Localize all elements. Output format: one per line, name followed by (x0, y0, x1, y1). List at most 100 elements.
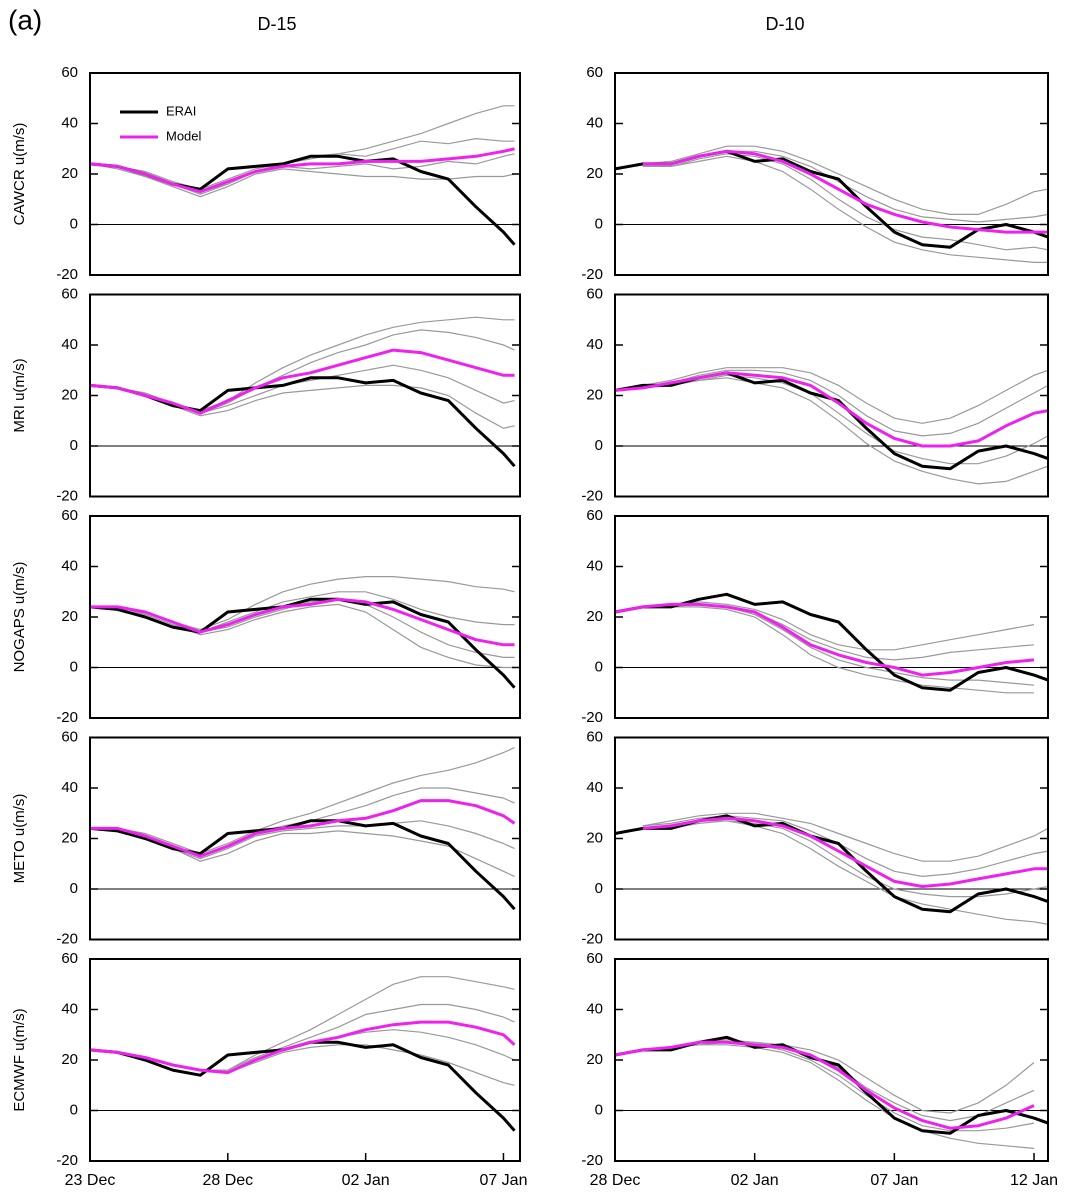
y-tick-label: 40 (586, 114, 603, 131)
ensemble-line (614, 369, 1049, 437)
y-tick-label: 20 (586, 829, 603, 846)
panel: -20 0 20 40 60 (581, 728, 1049, 947)
ensemble-line (89, 329, 515, 414)
panel: -20 0 20 40 60 28 Dec 02 Jan 07 Jan 12 Jan (581, 950, 1058, 1189)
series-line (89, 597, 516, 689)
y-tick-label: 20 (61, 829, 78, 846)
ensemble-line (89, 163, 515, 198)
x-tick-label: 02 Jan (342, 1172, 390, 1189)
plot-frame (614, 736, 1049, 941)
series-line (89, 376, 516, 468)
y-tick-label: 40 (61, 336, 78, 353)
panel: -20 0 20 40 60 MRI u(m/s) (11, 285, 521, 504)
ensemble-line (642, 812, 1049, 862)
panel: -20 0 20 40 60 23 Dec 28 Dec 02 Jan 07 Jan ECMWF … (11, 950, 528, 1189)
y-tick-label: 60 (61, 285, 78, 302)
series-line (89, 154, 516, 246)
plot-frame (614, 72, 1049, 276)
y-tick-label: 20 (61, 1051, 78, 1068)
ensemble-line (614, 606, 1034, 694)
ensemble-line (614, 1039, 1035, 1114)
y-tick-label: -20 (56, 930, 78, 947)
y-tick-label: -20 (581, 930, 603, 947)
y-axis-label: ECMWF u(m/s) (11, 1008, 28, 1111)
series-line (614, 371, 1049, 448)
series-line (614, 1035, 1049, 1135)
y-tick-label: 60 (61, 64, 78, 81)
series-line (89, 1020, 516, 1075)
plot-frame (89, 293, 521, 498)
y-tick-label: -20 (581, 266, 603, 283)
series-line (614, 1040, 1035, 1130)
y-tick-label: 60 (586, 64, 603, 81)
y-axis-label: MRI u(m/s) (11, 358, 28, 432)
column-title: D-10 (765, 14, 804, 34)
series-line (89, 1040, 516, 1132)
y-tick-label: 60 (586, 507, 603, 524)
ensemble-line (642, 820, 1049, 898)
x-tick-label: 23 Dec (65, 1172, 116, 1189)
panel-label: (a) (8, 4, 42, 35)
y-tick-label: 0 (595, 437, 603, 454)
ensemble-line (90, 598, 515, 658)
x-tick-label: 02 Jan (731, 1172, 779, 1189)
x-tick-label: 07 Jan (479, 1172, 527, 1189)
panel: -20 0 20 40 60 NOGAPS u(m/s) (11, 507, 521, 726)
y-axis-label: NOGAPS u(m/s) (11, 562, 28, 673)
y-axis-label: CAWCR u(m/s) (11, 123, 28, 226)
ensemble-line (614, 601, 1035, 651)
y-tick-label: -20 (581, 487, 603, 504)
y-axis-label: METO u(m/s) (11, 794, 28, 884)
ensemble-line (614, 374, 1049, 465)
panel: -20 0 20 40 60 (581, 507, 1049, 726)
ensemble-line (614, 367, 1049, 424)
panel: -20 0 20 40 60 (581, 285, 1049, 504)
y-tick-label: -20 (56, 487, 78, 504)
x-tick-label: 07 Jan (870, 1172, 918, 1189)
ensemble-line (614, 377, 1049, 485)
y-tick-label: 20 (61, 608, 78, 625)
y-tick-label: -20 (56, 709, 78, 726)
plot-frame (89, 72, 521, 276)
y-tick-label: 60 (586, 950, 603, 967)
plot-frame (614, 293, 1049, 498)
panel: -20 0 20 40 60 METO u(m/s) (11, 728, 521, 947)
y-tick-label: -20 (581, 1152, 603, 1169)
series-line (614, 814, 1049, 914)
y-tick-label: 20 (586, 608, 603, 625)
y-tick-label: 40 (61, 779, 78, 796)
y-tick-label: 40 (586, 557, 603, 574)
ensemble-line (89, 384, 515, 429)
y-tick-label: 0 (70, 880, 78, 897)
series-line (89, 147, 515, 194)
y-tick-label: 0 (70, 215, 78, 232)
y-tick-label: 0 (70, 658, 78, 675)
x-tick-label: 12 Jan (1010, 1172, 1058, 1189)
y-tick-label: -20 (56, 1152, 78, 1169)
y-tick-label: 20 (586, 1051, 603, 1068)
series-line (90, 799, 516, 858)
y-tick-label: 0 (595, 215, 603, 232)
y-tick-label: 20 (586, 386, 603, 403)
y-tick-label: -20 (56, 266, 78, 283)
y-tick-label: 0 (595, 1101, 603, 1118)
series-line (614, 149, 1049, 249)
y-tick-label: 60 (61, 950, 78, 967)
ensemble-line (642, 155, 1048, 263)
y-tick-label: 40 (586, 1000, 603, 1017)
plot-frame (614, 515, 1049, 719)
y-tick-label: 0 (70, 1101, 78, 1118)
series-line (614, 602, 1035, 677)
ensemble-line (89, 1044, 515, 1086)
panel: -20 0 20 40 60 CAWCR u(m/s) ERAI Model (11, 64, 521, 283)
series-line (89, 348, 515, 415)
y-tick-label: 40 (586, 779, 603, 796)
series-line (89, 819, 516, 911)
y-tick-label: 60 (586, 285, 603, 302)
ensemble-line (90, 747, 515, 855)
y-tick-label: 60 (61, 507, 78, 524)
ensemble-line (89, 827, 515, 877)
y-tick-label: 60 (61, 728, 78, 745)
legend-label: Model (166, 128, 202, 143)
